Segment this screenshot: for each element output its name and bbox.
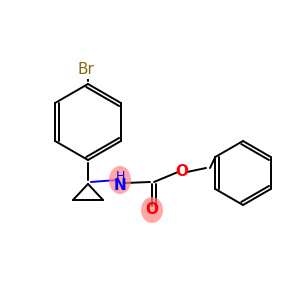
Text: H: H [115,170,125,184]
Text: N: N [114,178,126,193]
Text: O: O [176,164,188,179]
Ellipse shape [109,166,131,194]
Ellipse shape [141,197,163,223]
Text: O: O [146,202,158,217]
Text: Br: Br [78,62,94,77]
